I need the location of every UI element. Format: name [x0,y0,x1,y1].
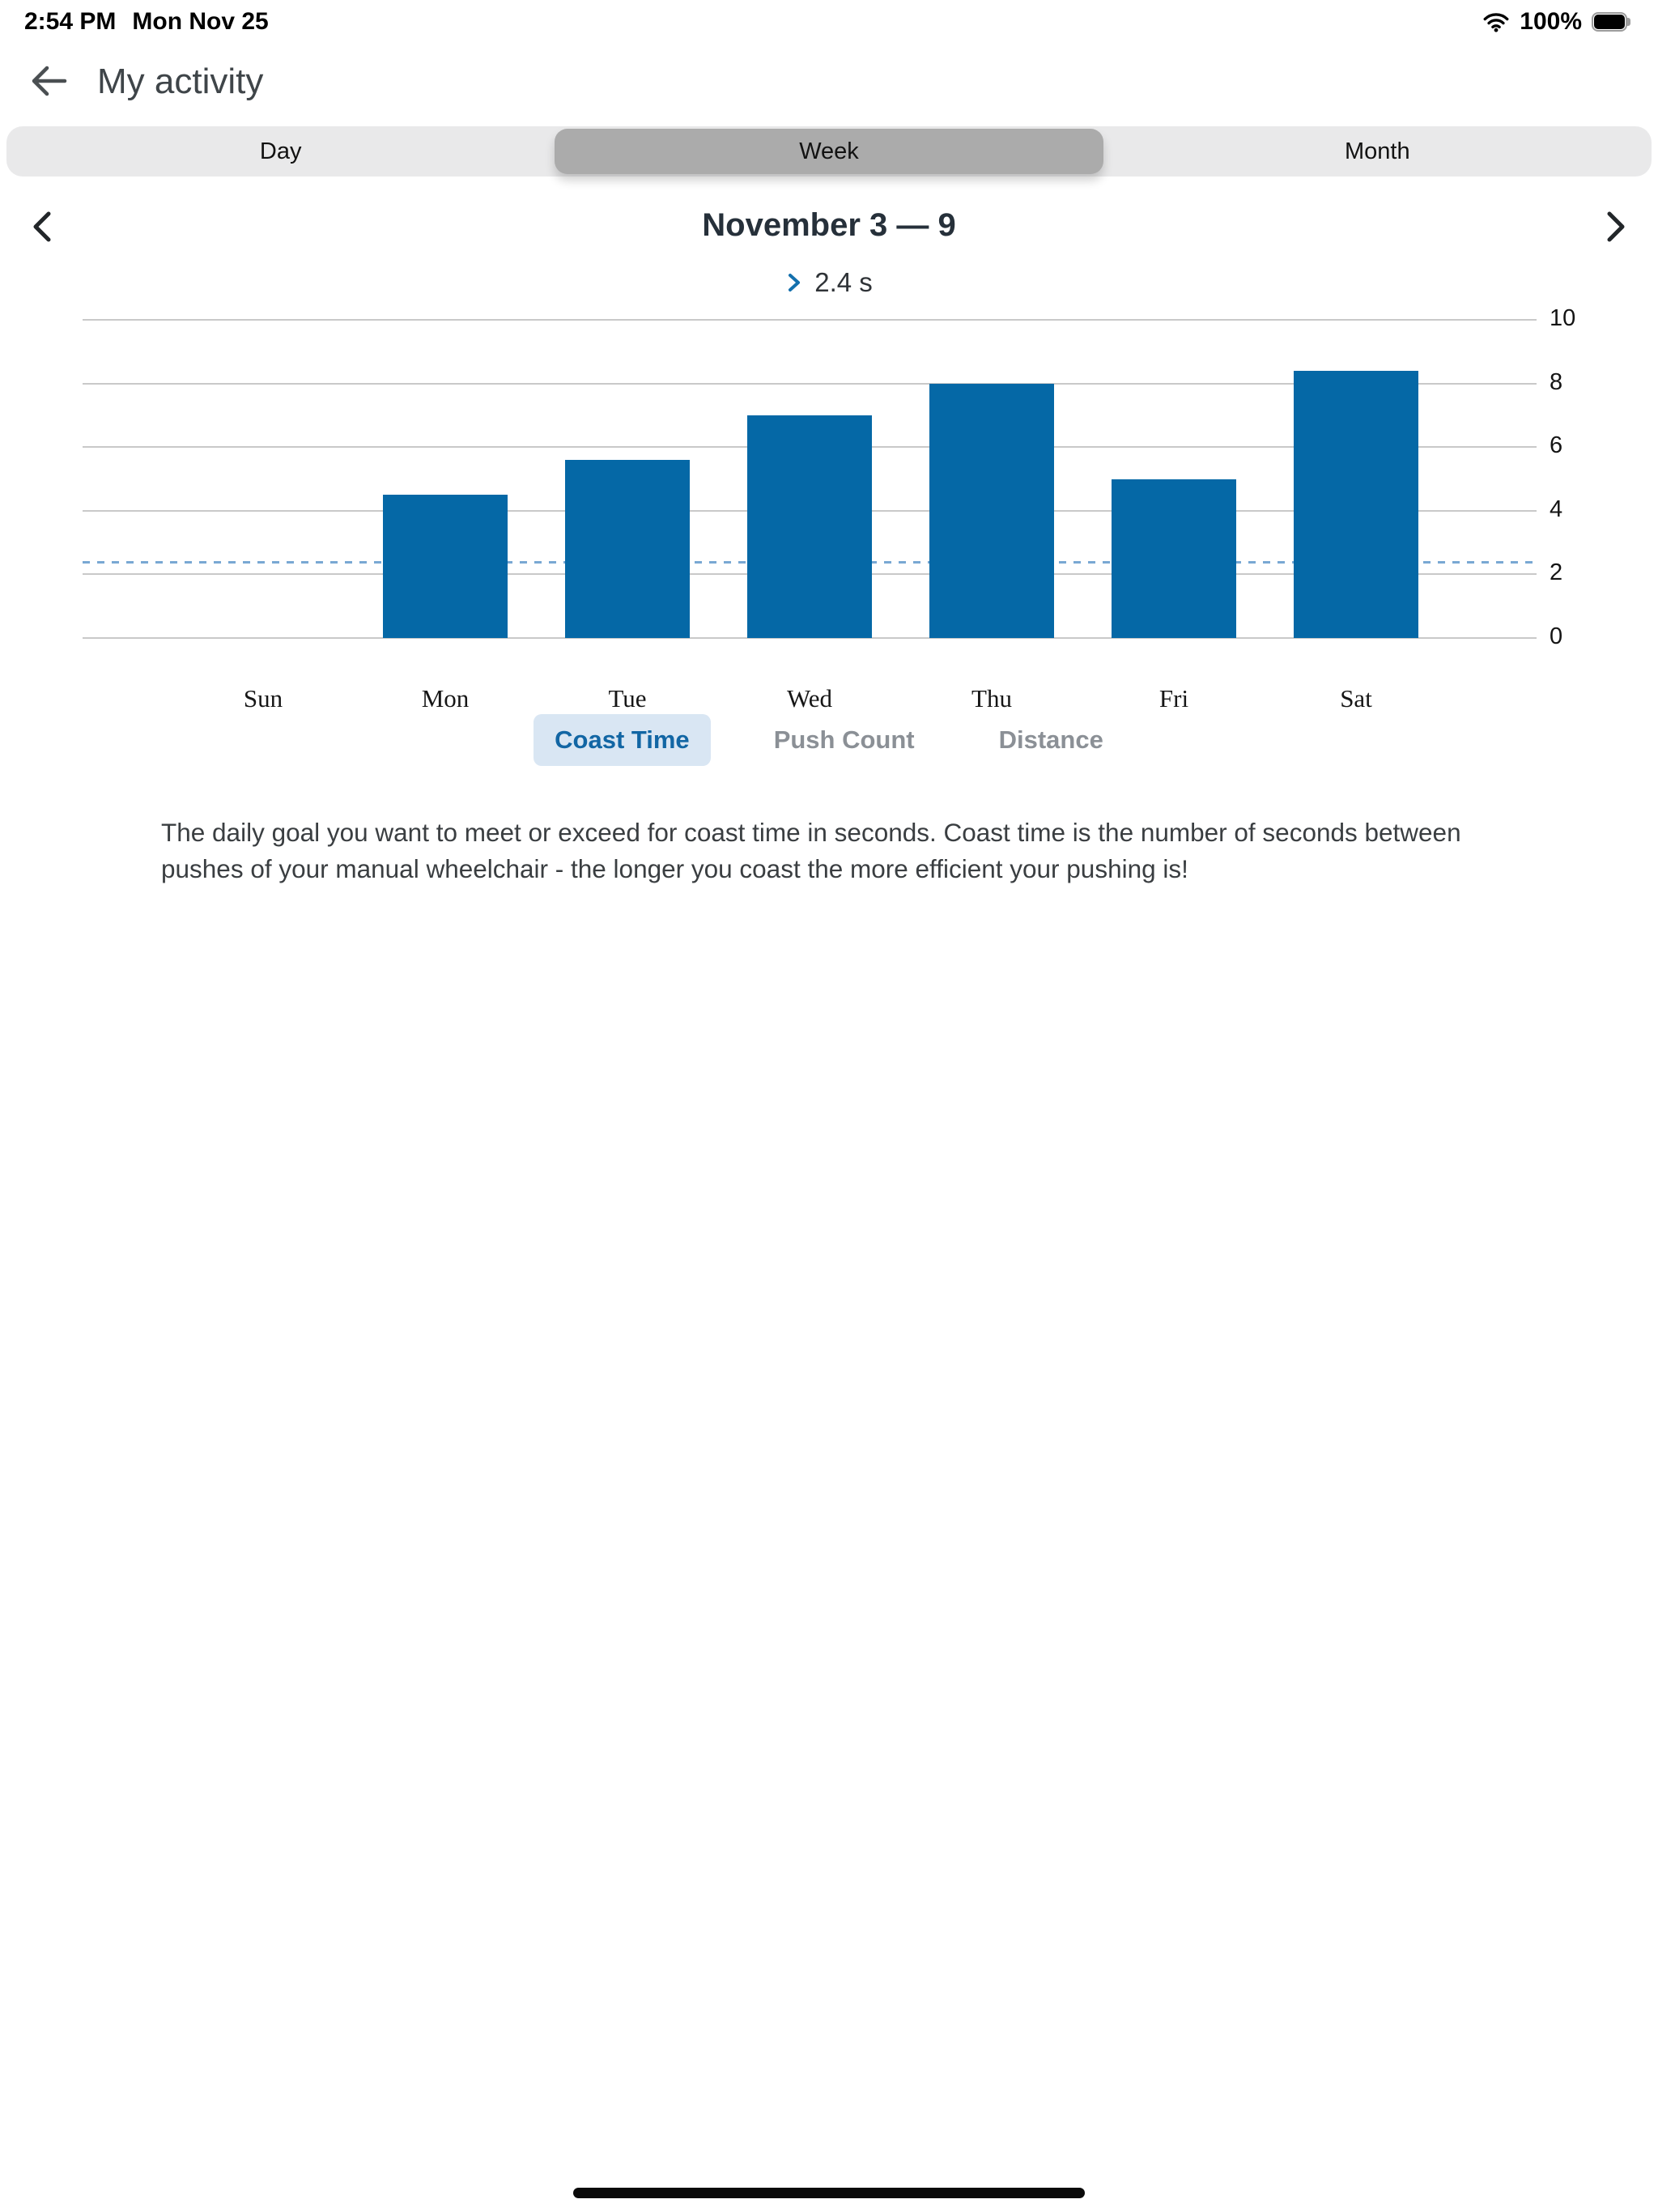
home-indicator[interactable] [573,2188,1085,2198]
y-axis-label-10: 10 [1550,305,1576,331]
chart-bar-mon[interactable] [383,495,508,638]
goal-disclosure[interactable]: 2.4 s [0,267,1658,298]
y-axis-label-6: 6 [1550,432,1563,459]
status-time: 2:54 PM [24,8,117,35]
chevron-right-icon [1598,211,1634,249]
segment-week[interactable]: Week [799,138,859,164]
tab-coast-time[interactable]: Coast Time [534,714,711,766]
x-axis-label-fri: Fri [1158,684,1189,713]
metric-tabs: Coast Time Push Count Distance [0,714,1658,766]
segment-month[interactable]: Month [1345,138,1410,164]
gridline-10 [83,319,1537,321]
status-bar: 2:54 PM Mon Nov 25 100% [0,0,1658,45]
gridline-0 [83,637,1537,639]
back-button[interactable] [28,62,70,100]
y-axis-label-2: 2 [1550,559,1563,586]
goal-value: 2.4 s [814,267,873,297]
status-date: Mon Nov 25 [132,8,269,35]
goal-description-text: The daily goal you want to meet or excee… [161,818,1461,883]
chart-bar-thu[interactable] [929,383,1054,638]
wifi-icon [1482,11,1510,32]
page-title: My activity [97,62,264,101]
chart-plot: Sun Mon Tue Wed Thu Fri Sat [83,319,1537,713]
segment-day[interactable]: Day [259,138,302,164]
x-axis-label-sat: Sat [1340,684,1372,713]
x-axis-label-sun: Sun [243,684,283,713]
battery-percent: 100% [1520,8,1582,35]
selected-segment-highlight [555,129,1103,174]
chart-bar-tue[interactable] [565,459,690,638]
tab-distance[interactable]: Distance [998,725,1103,754]
y-axis-label-0: 0 [1550,623,1563,649]
week-nav: November 3 — 9 [0,194,1658,259]
x-axis-label-mon: Mon [421,684,470,713]
chart-bar-wed[interactable] [747,415,872,638]
next-week-button[interactable] [1598,207,1634,246]
previous-week-button[interactable] [24,207,60,246]
y-axis-label-8: 8 [1550,368,1563,395]
chart-bar-sat[interactable] [1294,370,1418,638]
x-axis-label-wed: Wed [786,684,833,713]
tab-push-count[interactable]: Push Count [773,725,915,754]
x-axis-label-thu: Thu [971,684,1012,713]
goal-chevron-icon [785,271,803,294]
period-segmented-control: Day Week Month [6,126,1652,177]
x-axis-label-tue: Tue [608,684,647,713]
back-arrow-icon [28,66,70,104]
week-range-title: November 3 — 9 [702,207,956,243]
chart-bar-fri[interactable] [1112,479,1236,638]
gridline-8 [83,382,1537,385]
goal-description: The daily goal you want to meet or excee… [0,815,1658,887]
battery-icon [1592,12,1630,32]
app-header: My activity [0,50,1658,118]
y-axis-label-4: 4 [1550,496,1563,522]
chevron-left-icon [24,211,60,249]
